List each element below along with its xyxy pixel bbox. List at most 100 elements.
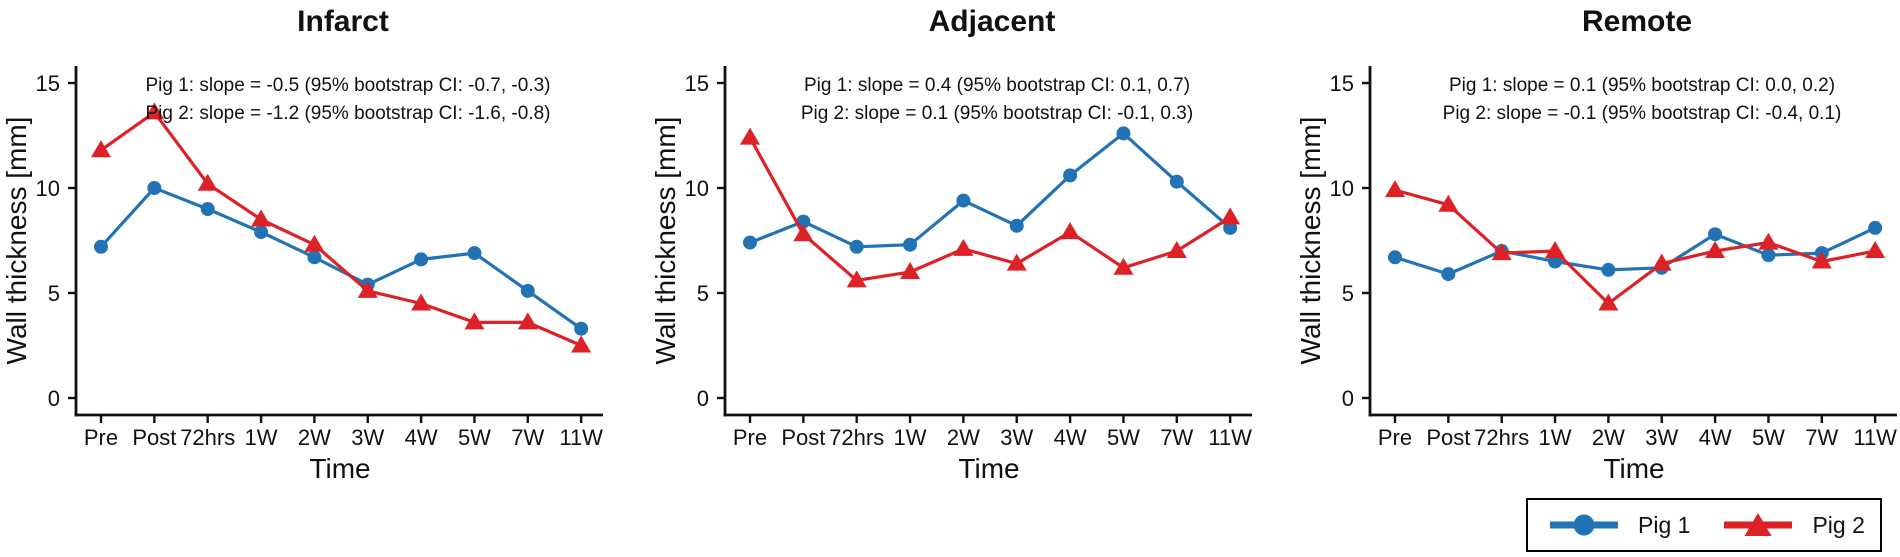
x-tick-label: Pre [84, 425, 118, 450]
data-point-circle [467, 246, 482, 261]
data-point-circle [307, 250, 322, 265]
y-tick-label: 10 [36, 176, 60, 201]
data-point-circle [1708, 227, 1723, 242]
legend-item-pig2: Pig 2 [1724, 510, 1865, 540]
slope-annotation: Pig 2: slope = 0.1 (95% bootstrap CI: -0… [801, 103, 1193, 124]
x-tick-label: 2W [298, 425, 331, 450]
legend-label-pig2: Pig 2 [1812, 511, 1865, 538]
data-point-circle [1601, 262, 1616, 277]
x-tick-label: 11W [1208, 425, 1252, 450]
data-point-circle [1761, 248, 1776, 263]
data-point-triangle [411, 293, 432, 311]
y-tick-label: 10 [1330, 176, 1354, 201]
data-point-triangle [357, 280, 378, 298]
chart-panel-adjacent: Adjacent Wall thickness [mm] Time 0 5 10 15 Pre… [649, 0, 1259, 557]
x-tick-label: Post [781, 425, 825, 450]
x-tick-label: Pre [1378, 425, 1412, 450]
data-point-triangle [464, 312, 485, 330]
pig1-legend-circle [1573, 514, 1595, 536]
data-point-triangle [571, 335, 592, 353]
data-point-circle [1868, 220, 1883, 235]
y-tick-label: 5 [48, 281, 60, 306]
data-point-triangle [740, 127, 760, 145]
data-point-triangle [144, 102, 165, 120]
y-tick-label: 15 [36, 71, 60, 96]
x-tick-label: 1W [245, 425, 278, 450]
x-tick-label: 4W [405, 425, 438, 450]
x-tick-label: 5W [1107, 425, 1140, 450]
y-axis-label: Wall thickness [mm] [1295, 117, 1326, 365]
chart-svg: Infarct Wall thickness [mm] Time 0 5 10 15 Pre P… [1, 5, 603, 484]
data-point-circle [956, 193, 971, 208]
data-point-triangle [1758, 232, 1779, 250]
series-line-pig1 [749, 131, 1232, 249]
chart-svg: Adjacent Wall thickness [mm] Time 0 5 10 15 Pre… [650, 5, 1252, 484]
x-tick-label: 72hrs [1474, 425, 1529, 450]
x-tick-label: 7W [1160, 425, 1193, 450]
data-point-triangle [91, 140, 111, 158]
data-point-triangle [1598, 293, 1619, 311]
pig2-line-triangle-icon [1724, 513, 1793, 536]
legend-label-pig1: Pig 1 [1638, 511, 1691, 538]
y-tick-label: 10 [685, 176, 709, 201]
data-point-circle [200, 202, 215, 216]
data-point-triangle [1705, 241, 1726, 258]
x-tick-label: 72hrs [180, 425, 235, 450]
data-point-triangle [517, 312, 538, 330]
y-tick-label: 0 [1342, 386, 1354, 411]
data-point-triangle [953, 238, 974, 256]
x-tick-label: 11W [1853, 425, 1897, 450]
data-point-triangle [1220, 207, 1241, 225]
data-point-triangle [1166, 241, 1187, 258]
x-tick-label: Pre [733, 425, 767, 450]
series-line-pig1 [1394, 226, 1876, 276]
data-point-circle [1063, 168, 1078, 183]
x-tick-label: Post [132, 425, 176, 450]
slope-annotation: Pig 1: slope = 0.4 (95% bootstrap CI: 0.… [804, 75, 1190, 96]
x-axis-label: Time [1603, 453, 1664, 484]
y-tick-label: 15 [1330, 71, 1354, 96]
data-point-circle [1388, 250, 1402, 265]
data-point-circle [574, 321, 589, 336]
data-point-circle [1116, 126, 1131, 141]
data-point-triangle [793, 224, 814, 242]
data-point-triangle [1651, 253, 1672, 271]
slope-annotation: Pig 2: slope = -0.1 (95% bootstrap CI: -… [1443, 103, 1842, 124]
data-point-triangle [1545, 241, 1566, 258]
x-tick-label: 1W [1539, 425, 1572, 450]
slope-annotation: Pig 1: slope = 0.1 (95% bootstrap CI: 0.… [1449, 75, 1835, 96]
data-point-triangle [1811, 251, 1832, 269]
x-tick-label: 7W [511, 425, 544, 450]
panel-title: Infarct [297, 5, 389, 38]
data-point-triangle [251, 209, 272, 227]
slope-annotation: Pig 1: slope = -0.5 (95% bootstrap CI: -… [145, 75, 550, 96]
data-point-circle [1009, 218, 1024, 233]
data-point-triangle [1385, 180, 1405, 198]
x-tick-label: 4W [1699, 425, 1732, 450]
data-point-triangle [1865, 241, 1886, 258]
data-point-triangle [1060, 222, 1081, 240]
legend: Pig 1 Pig 2 [1526, 498, 1882, 552]
y-axis-label: Wall thickness [mm] [650, 117, 681, 365]
panel-title: Adjacent [929, 5, 1056, 38]
chart-panel-infarct: Infarct Wall thickness [mm] Time 0 5 10 15 Pre P… [0, 0, 610, 557]
data-point-circle [147, 181, 162, 195]
data-point-circle [849, 239, 864, 254]
data-point-triangle [1113, 257, 1134, 275]
y-tick-label: 5 [697, 281, 709, 306]
x-tick-label: 11W [559, 425, 603, 450]
data-point-circle [254, 225, 269, 240]
pig2-legend-triangle [1744, 513, 1772, 536]
legend-item-pig1: Pig 1 [1550, 510, 1690, 540]
x-tick-label: 5W [458, 425, 491, 450]
x-tick-label: 1W [894, 425, 927, 450]
data-point-triangle [1006, 253, 1027, 271]
x-tick-label: 5W [1752, 425, 1785, 450]
x-axis-label: Time [309, 453, 370, 484]
slope-annotation: Pig 2: slope = -1.2 (95% bootstrap CI: -… [145, 103, 550, 124]
y-tick-label: 5 [1342, 281, 1354, 306]
y-tick-label: 0 [48, 386, 60, 411]
series-line-pig2 [100, 110, 582, 347]
x-axis-label: Time [958, 453, 1019, 484]
